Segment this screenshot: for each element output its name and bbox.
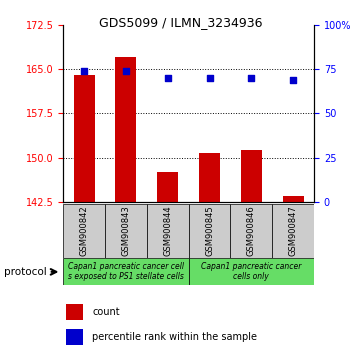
Text: percentile rank within the sample: percentile rank within the sample — [92, 332, 257, 342]
Text: GSM900845: GSM900845 — [205, 206, 214, 256]
Bar — [283, 196, 304, 202]
Text: count: count — [92, 307, 120, 317]
Bar — [74, 75, 95, 202]
Text: protocol: protocol — [4, 267, 46, 277]
Bar — [199, 153, 220, 202]
Point — [165, 75, 171, 81]
Bar — [105, 204, 147, 258]
Text: GSM900844: GSM900844 — [163, 206, 172, 256]
Bar — [116, 57, 136, 202]
Point — [248, 75, 254, 81]
Point — [290, 77, 296, 82]
Text: GSM900847: GSM900847 — [289, 206, 298, 256]
Text: GDS5099 / ILMN_3234936: GDS5099 / ILMN_3234936 — [99, 16, 262, 29]
Point — [81, 68, 87, 74]
Bar — [157, 172, 178, 202]
Text: Capan1 pancreatic cancer
cells only: Capan1 pancreatic cancer cells only — [201, 262, 301, 281]
Bar — [230, 204, 272, 258]
Text: Capan1 pancreatic cancer cell
s exposed to PS1 stellate cells: Capan1 pancreatic cancer cell s exposed … — [68, 262, 184, 281]
Bar — [66, 304, 83, 320]
Bar — [272, 204, 314, 258]
Bar — [188, 204, 230, 258]
Point — [123, 68, 129, 74]
Bar — [188, 258, 314, 285]
Text: GSM900843: GSM900843 — [121, 206, 130, 256]
Bar — [63, 258, 188, 285]
Bar — [63, 204, 105, 258]
Bar — [66, 329, 83, 345]
Bar — [241, 150, 262, 202]
Point — [206, 75, 212, 81]
Bar — [147, 204, 188, 258]
Text: GSM900846: GSM900846 — [247, 206, 256, 256]
Text: GSM900842: GSM900842 — [79, 206, 88, 256]
